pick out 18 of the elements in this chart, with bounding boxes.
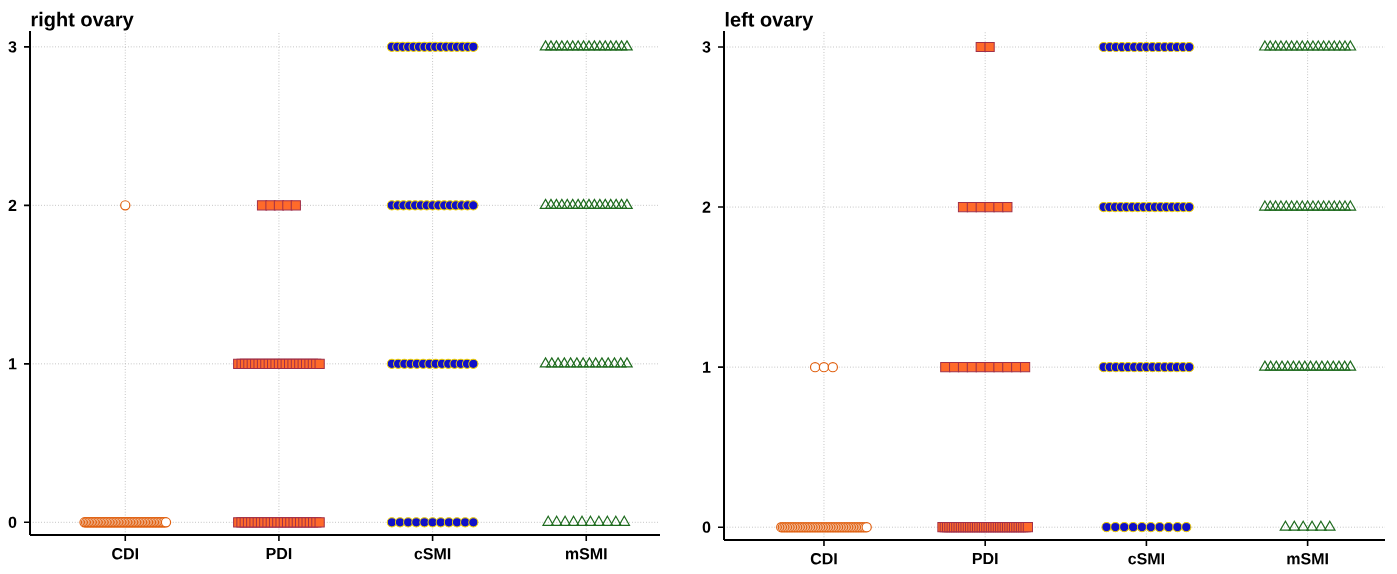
y-tick-label: 3 bbox=[702, 41, 711, 53]
x-tick-label: PDI bbox=[972, 553, 998, 565]
y-tick-label: 1 bbox=[703, 361, 711, 373]
x-tick-label: CDI bbox=[112, 548, 138, 560]
x-tick-label: CDI bbox=[810, 553, 837, 565]
x-tick-label: cSMI bbox=[414, 548, 451, 560]
x-tick-label: cSMI bbox=[1128, 553, 1165, 565]
chart-title: left ovary bbox=[725, 11, 814, 31]
chart-title: right ovary bbox=[31, 11, 134, 31]
y-tick-label: 2 bbox=[702, 201, 711, 213]
y-tick-label: 1 bbox=[9, 358, 17, 370]
y-tick-label: 3 bbox=[8, 41, 17, 53]
x-tick-label: mSMI bbox=[1287, 553, 1328, 565]
y-tick-label: 0 bbox=[702, 521, 711, 533]
x-tick-label: PDI bbox=[266, 548, 292, 560]
y-tick-label: 2 bbox=[8, 199, 17, 211]
y-tick-label: 0 bbox=[8, 516, 17, 528]
x-tick-label: mSMI bbox=[565, 548, 607, 560]
